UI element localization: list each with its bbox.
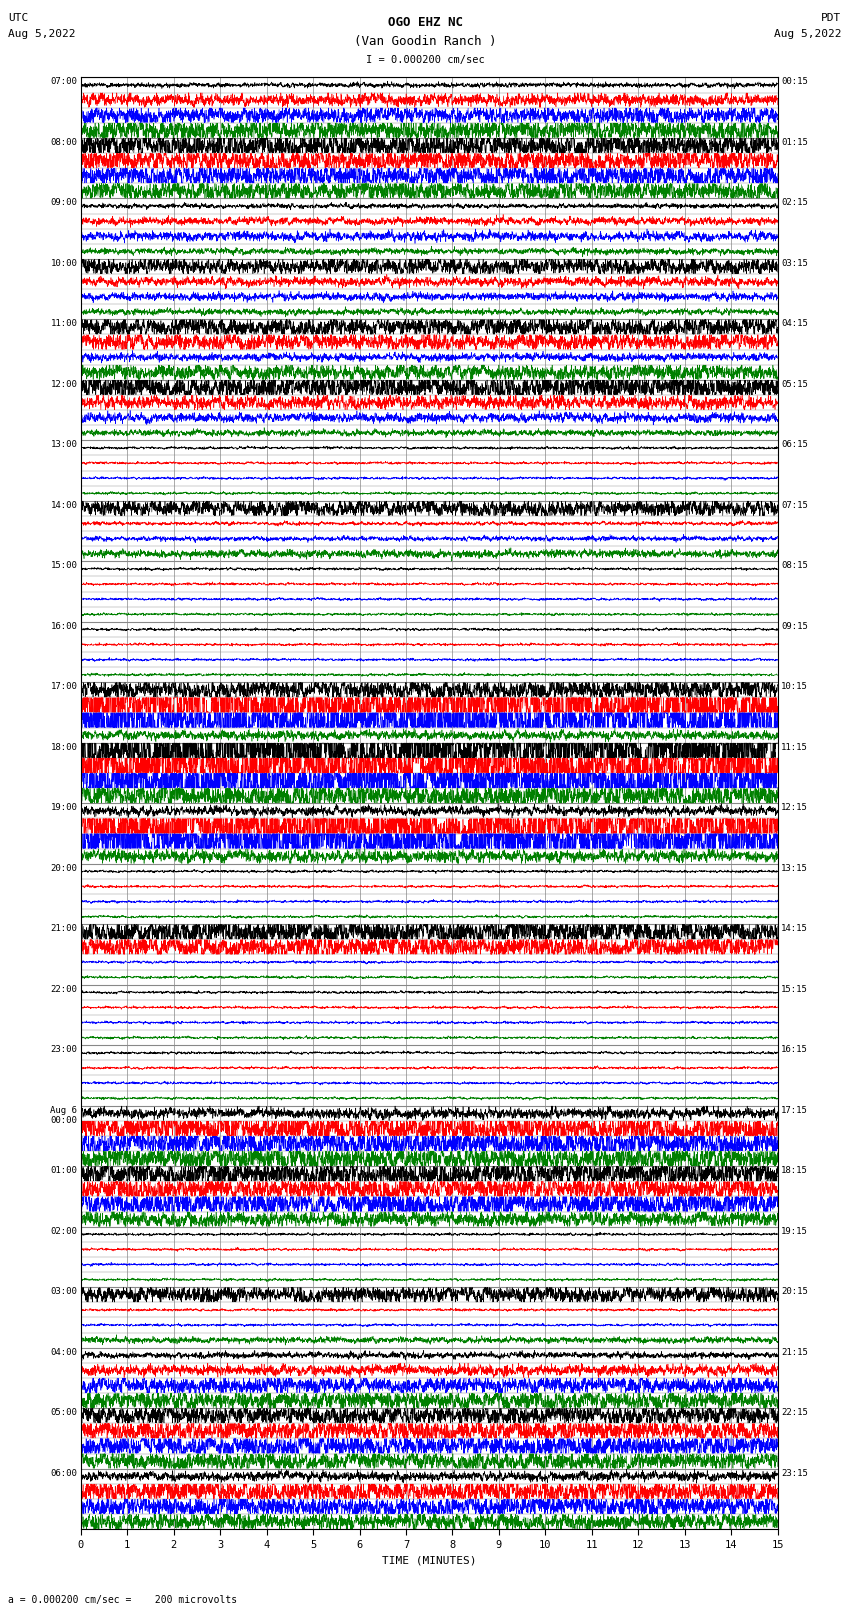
Text: 21:00: 21:00 bbox=[50, 924, 77, 934]
Text: 14:00: 14:00 bbox=[50, 502, 77, 510]
Text: 11:15: 11:15 bbox=[781, 742, 808, 752]
Text: I = 0.000200 cm/sec: I = 0.000200 cm/sec bbox=[366, 55, 484, 65]
Text: 12:15: 12:15 bbox=[781, 803, 808, 813]
Text: 13:00: 13:00 bbox=[50, 440, 77, 450]
Text: 10:15: 10:15 bbox=[781, 682, 808, 692]
Text: 22:00: 22:00 bbox=[50, 984, 77, 994]
Text: 07:00: 07:00 bbox=[50, 77, 77, 87]
Text: UTC: UTC bbox=[8, 13, 29, 23]
Text: 00:15: 00:15 bbox=[781, 77, 808, 87]
Text: 15:15: 15:15 bbox=[781, 984, 808, 994]
Text: 06:15: 06:15 bbox=[781, 440, 808, 450]
Text: 17:00: 17:00 bbox=[50, 682, 77, 692]
Text: 16:00: 16:00 bbox=[50, 623, 77, 631]
Text: 08:15: 08:15 bbox=[781, 561, 808, 571]
Text: 08:00: 08:00 bbox=[50, 139, 77, 147]
Text: 09:15: 09:15 bbox=[781, 623, 808, 631]
Text: 18:15: 18:15 bbox=[781, 1166, 808, 1176]
Text: 11:00: 11:00 bbox=[50, 319, 77, 329]
Text: 05:15: 05:15 bbox=[781, 381, 808, 389]
Text: 19:00: 19:00 bbox=[50, 803, 77, 813]
Text: 09:00: 09:00 bbox=[50, 198, 77, 208]
Text: 16:15: 16:15 bbox=[781, 1045, 808, 1055]
Text: 03:00: 03:00 bbox=[50, 1287, 77, 1297]
Text: 02:00: 02:00 bbox=[50, 1226, 77, 1236]
Text: 22:15: 22:15 bbox=[781, 1408, 808, 1418]
Text: 21:15: 21:15 bbox=[781, 1348, 808, 1357]
Text: 04:00: 04:00 bbox=[50, 1348, 77, 1357]
Text: 17:15: 17:15 bbox=[781, 1107, 808, 1115]
Text: 18:00: 18:00 bbox=[50, 742, 77, 752]
Text: 07:15: 07:15 bbox=[781, 502, 808, 510]
Text: a = 0.000200 cm/sec =    200 microvolts: a = 0.000200 cm/sec = 200 microvolts bbox=[8, 1595, 238, 1605]
Text: 12:00: 12:00 bbox=[50, 381, 77, 389]
Text: OGO EHZ NC: OGO EHZ NC bbox=[388, 16, 462, 29]
Text: 06:00: 06:00 bbox=[50, 1469, 77, 1478]
Text: 01:00: 01:00 bbox=[50, 1166, 77, 1176]
X-axis label: TIME (MINUTES): TIME (MINUTES) bbox=[382, 1555, 477, 1565]
Text: 23:15: 23:15 bbox=[781, 1469, 808, 1478]
Text: 14:15: 14:15 bbox=[781, 924, 808, 934]
Text: 15:00: 15:00 bbox=[50, 561, 77, 571]
Text: Aug 6
00:00: Aug 6 00:00 bbox=[50, 1107, 77, 1126]
Text: 02:15: 02:15 bbox=[781, 198, 808, 208]
Text: 23:00: 23:00 bbox=[50, 1045, 77, 1055]
Text: 01:15: 01:15 bbox=[781, 139, 808, 147]
Text: Aug 5,2022: Aug 5,2022 bbox=[774, 29, 842, 39]
Text: 20:15: 20:15 bbox=[781, 1287, 808, 1297]
Text: 20:00: 20:00 bbox=[50, 865, 77, 873]
Text: 13:15: 13:15 bbox=[781, 865, 808, 873]
Text: 04:15: 04:15 bbox=[781, 319, 808, 329]
Text: Aug 5,2022: Aug 5,2022 bbox=[8, 29, 76, 39]
Text: 19:15: 19:15 bbox=[781, 1226, 808, 1236]
Text: 10:00: 10:00 bbox=[50, 260, 77, 268]
Text: 03:15: 03:15 bbox=[781, 260, 808, 268]
Text: 05:00: 05:00 bbox=[50, 1408, 77, 1418]
Text: PDT: PDT bbox=[821, 13, 842, 23]
Text: (Van Goodin Ranch ): (Van Goodin Ranch ) bbox=[354, 35, 496, 48]
